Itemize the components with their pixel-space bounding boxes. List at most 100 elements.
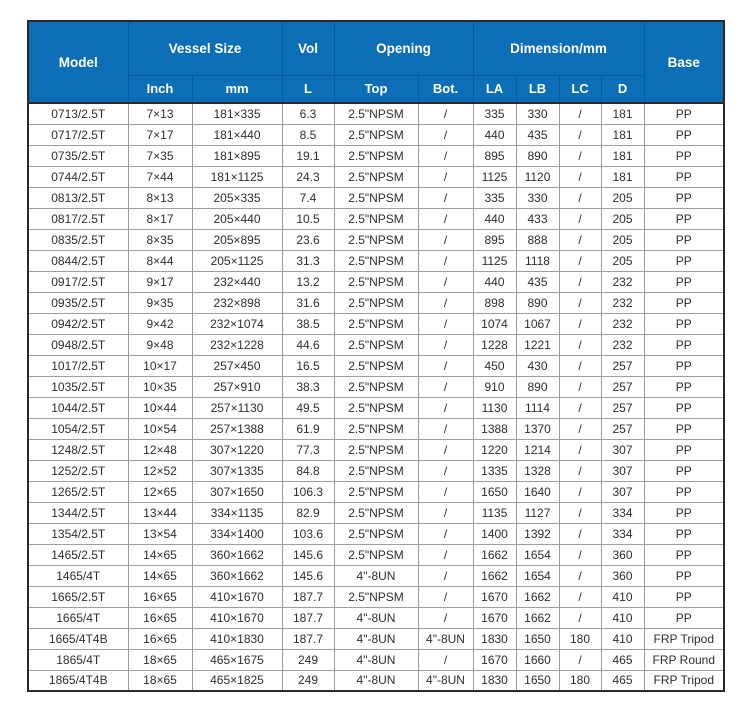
cell-vessel-inch: 9×48 [127, 333, 193, 356]
cell-dim-lc: / [558, 459, 602, 482]
cell-opening-bot: / [417, 501, 474, 524]
cell-dim-d: 257 [600, 375, 645, 398]
table-row: 1248/2.5T 12×48 307×1220 77.3 2.5"NPSM/1220 1… [27, 438, 725, 461]
cell-model: 1035/2.5T [27, 375, 129, 398]
cell-vol-l: 16.5 [281, 354, 335, 377]
cell-opening-bot: / [417, 606, 474, 629]
cell-dim-lb: 1660 [515, 648, 560, 671]
cell-vessel-inch: 12×48 [127, 438, 193, 461]
cell-opening-bot: / [417, 207, 474, 230]
cell-dim-lc: / [558, 333, 602, 356]
cell-dim-d: 307 [600, 459, 645, 482]
cell-vessel-inch: 8×35 [127, 228, 193, 251]
cell-vessel-mm: 307×1220 [191, 438, 283, 461]
cell-model: 0942/2.5T [27, 312, 129, 335]
cell-dim-lc: / [558, 291, 602, 314]
table-row: 1035/2.5T 10×35 257×910 38.3 2.5"NPSM/910 890… [27, 375, 725, 398]
cell-dim-lc: / [558, 417, 602, 440]
cell-opening-bot: / [417, 144, 474, 167]
cell-dim-lb: 1120 [515, 165, 560, 188]
cell-dim-lc: / [558, 249, 602, 272]
cell-vol-l: 84.8 [281, 459, 335, 482]
cell-dim-la: 1670 [472, 606, 517, 629]
table-row: 1265/2.5T 12×65 307×1650 106.3 2.5"NPSM/1650… [27, 480, 725, 503]
header-lb: LB [515, 74, 560, 104]
cell-opening-top: 2.5"NPSM [333, 228, 419, 251]
cell-vol-l: 38.3 [281, 375, 335, 398]
cell-base: PP [643, 123, 725, 146]
header-lc: LC [558, 74, 602, 104]
cell-opening-top: 2.5"NPSM [333, 144, 419, 167]
cell-opening-top: 2.5"NPSM [333, 207, 419, 230]
cell-vessel-inch: 9×42 [127, 312, 193, 335]
cell-vol-l: 19.1 [281, 144, 335, 167]
cell-vol-l: 8.5 [281, 123, 335, 146]
cell-base: PP [643, 522, 725, 545]
cell-vessel-inch: 12×65 [127, 480, 193, 503]
cell-dim-lc: / [558, 564, 602, 587]
cell-model: 0717/2.5T [27, 123, 129, 146]
cell-vessel-mm: 205×1125 [191, 249, 283, 272]
cell-dim-d: 334 [600, 501, 645, 524]
cell-vessel-inch: 9×35 [127, 291, 193, 314]
cell-model: 1265/2.5T [27, 480, 129, 503]
cell-base: PP [643, 480, 725, 503]
cell-dim-lb: 1370 [515, 417, 560, 440]
header-row-top: Model Vessel Size Vol Opening Dimension/… [27, 20, 725, 104]
header-opening: Opening [333, 20, 474, 76]
cell-vol-l: 249 [281, 669, 335, 692]
cell-base: PP [643, 606, 725, 629]
cell-base: PP [643, 459, 725, 482]
cell-dim-lb: 890 [515, 375, 560, 398]
cell-vessel-inch: 18×65 [127, 669, 193, 692]
cell-dim-lb: 1114 [515, 396, 560, 419]
cell-opening-bot: / [417, 123, 474, 146]
cell-vessel-mm: 334×1135 [191, 501, 283, 524]
cell-dim-lb: 1650 [515, 627, 560, 650]
header-bot: Bot. [417, 74, 474, 104]
cell-vessel-inch: 7×35 [127, 144, 193, 167]
table-row: 0917/2.5T 9×17 232×440 13.2 2.5"NPSM/440 435/… [27, 270, 725, 293]
cell-dim-lc: / [558, 312, 602, 335]
cell-base: PP [643, 438, 725, 461]
cell-vessel-inch: 16×65 [127, 606, 193, 629]
cell-dim-lc: / [558, 501, 602, 524]
cell-dim-lc: / [558, 375, 602, 398]
cell-vessel-mm: 410×1670 [191, 606, 283, 629]
cell-model: 1248/2.5T [27, 438, 129, 461]
cell-dim-d: 410 [600, 606, 645, 629]
cell-base: PP [643, 291, 725, 314]
cell-opening-top: 2.5"NPSM [333, 438, 419, 461]
cell-vessel-inch: 7×17 [127, 123, 193, 146]
cell-vessel-inch: 13×54 [127, 522, 193, 545]
cell-dim-lb: 330 [515, 102, 560, 125]
table-row: 1665/2.5T 16×65 410×1670 187.7 2.5"NPSM/1670… [27, 585, 725, 608]
cell-base: PP [643, 186, 725, 209]
cell-dim-la: 1220 [472, 438, 517, 461]
cell-dim-lb: 1127 [515, 501, 560, 524]
cell-opening-bot: / [417, 228, 474, 251]
table-row: 1665/4T 16×65 410×1670 187.7 4"-8UN/1670 1662… [27, 606, 725, 629]
cell-vol-l: 187.7 [281, 627, 335, 650]
cell-opening-top: 4"-8UN [333, 564, 419, 587]
cell-vessel-mm: 181×1125 [191, 165, 283, 188]
cell-vessel-inch: 16×65 [127, 585, 193, 608]
cell-vol-l: 24.3 [281, 165, 335, 188]
cell-base: PP [643, 165, 725, 188]
cell-dim-la: 1335 [472, 459, 517, 482]
cell-dim-lb: 430 [515, 354, 560, 377]
cell-dim-d: 232 [600, 291, 645, 314]
cell-model: 1465/2.5T [27, 543, 129, 566]
cell-vol-l: 44.6 [281, 333, 335, 356]
header-d: D [600, 74, 645, 104]
cell-dim-la: 450 [472, 354, 517, 377]
table-row: 1252/2.5T 12×52 307×1335 84.8 2.5"NPSM/1335 1… [27, 459, 725, 482]
cell-vessel-mm: 307×1335 [191, 459, 283, 482]
cell-vessel-mm: 232×1074 [191, 312, 283, 335]
cell-model: 0844/2.5T [27, 249, 129, 272]
cell-dim-lb: 1328 [515, 459, 560, 482]
cell-vessel-inch: 8×17 [127, 207, 193, 230]
cell-dim-d: 181 [600, 123, 645, 146]
cell-base: PP [643, 207, 725, 230]
